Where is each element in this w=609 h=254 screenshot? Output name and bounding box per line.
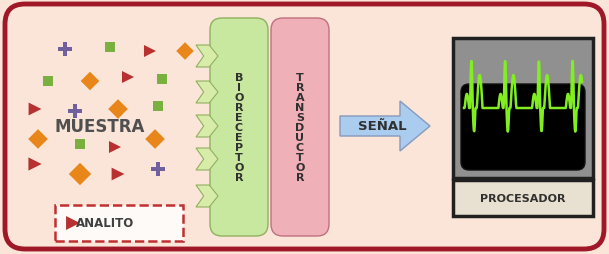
Point <box>85 80 95 84</box>
Point <box>60 48 70 52</box>
Point <box>110 145 120 149</box>
Point <box>33 137 43 141</box>
Point <box>180 50 190 54</box>
Point <box>68 221 78 225</box>
Point <box>157 78 167 82</box>
Text: MUESTRA: MUESTRA <box>55 118 145 135</box>
Point <box>30 107 40 112</box>
FancyBboxPatch shape <box>453 39 593 178</box>
Point <box>43 80 53 84</box>
Polygon shape <box>340 102 430 151</box>
Point <box>113 107 123 112</box>
FancyBboxPatch shape <box>461 85 585 170</box>
Text: PROCESADOR: PROCESADOR <box>481 193 566 203</box>
FancyBboxPatch shape <box>210 19 268 236</box>
Point <box>153 105 163 109</box>
Polygon shape <box>196 46 218 68</box>
Polygon shape <box>196 148 218 170</box>
Point <box>105 46 115 50</box>
Text: T
R
A
N
S
D
U
C
T
O
R: T R A N S D U C T O R <box>295 73 304 182</box>
FancyBboxPatch shape <box>5 5 604 249</box>
FancyBboxPatch shape <box>453 180 593 216</box>
Point <box>75 142 85 147</box>
Point <box>30 162 40 166</box>
Polygon shape <box>196 82 218 104</box>
Point <box>113 172 123 176</box>
Point <box>123 76 133 80</box>
Polygon shape <box>196 116 218 137</box>
Point <box>70 109 80 114</box>
Point <box>145 50 155 54</box>
Point <box>150 137 160 141</box>
FancyBboxPatch shape <box>55 205 183 241</box>
Polygon shape <box>196 185 218 207</box>
Point <box>75 172 85 176</box>
Text: SEÑAL: SEÑAL <box>357 120 406 133</box>
FancyBboxPatch shape <box>271 19 329 236</box>
Point <box>153 167 163 171</box>
Text: B
I
O
R
E
C
E
P
T
O
R: B I O R E C E P T O R <box>234 73 244 182</box>
Text: ANALITO: ANALITO <box>76 217 134 230</box>
